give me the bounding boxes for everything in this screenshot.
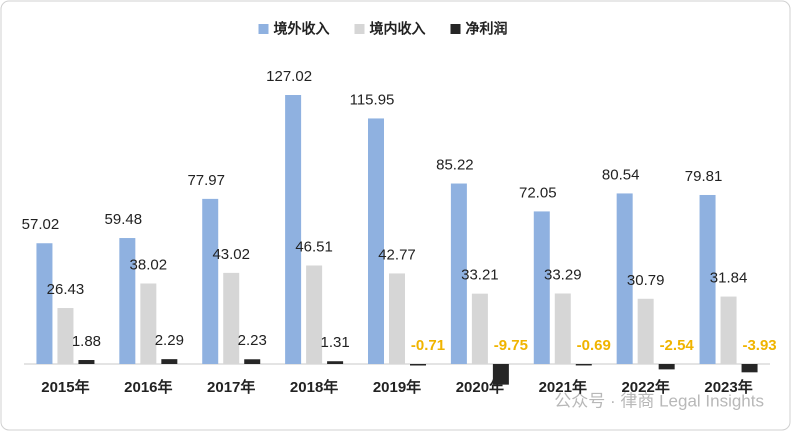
bar bbox=[161, 359, 178, 364]
data-label: 26.43 bbox=[47, 281, 85, 298]
data-label: 30.79 bbox=[627, 272, 665, 289]
data-label: 31.84 bbox=[710, 270, 748, 287]
bar bbox=[450, 183, 467, 364]
data-label: 43.02 bbox=[212, 246, 250, 263]
x-tick-label: 2022年 bbox=[621, 378, 669, 396]
data-label: -9.75 bbox=[494, 337, 528, 354]
x-tick-label: 2015年 bbox=[41, 378, 89, 396]
data-label: 57.02 bbox=[22, 216, 60, 233]
data-label: 85.22 bbox=[436, 156, 474, 173]
bar bbox=[533, 211, 550, 364]
data-label: -2.54 bbox=[660, 337, 695, 354]
data-label: 80.54 bbox=[602, 166, 640, 183]
data-label: 33.21 bbox=[461, 267, 499, 284]
data-label: 42.77 bbox=[378, 246, 416, 263]
bar bbox=[244, 359, 261, 364]
data-label: 46.51 bbox=[295, 238, 333, 255]
data-label: -0.71 bbox=[411, 337, 445, 354]
legend-label: 境外收入 bbox=[274, 21, 330, 37]
bar bbox=[492, 364, 509, 385]
x-tick-label: 2018年 bbox=[290, 378, 338, 396]
x-tick-label: 2023年 bbox=[704, 378, 752, 396]
bar bbox=[554, 293, 571, 364]
watermark: 公众号 · 律商 Legal Insights bbox=[554, 391, 764, 410]
bar bbox=[389, 273, 405, 364]
bar bbox=[327, 361, 344, 364]
bar bbox=[78, 360, 95, 364]
data-label: 2.23 bbox=[238, 332, 267, 349]
data-label: 77.97 bbox=[187, 172, 225, 189]
bar bbox=[202, 198, 219, 364]
data-label: 2.29 bbox=[155, 332, 184, 349]
x-tick-label: 2016年 bbox=[124, 378, 172, 396]
legend-label: 境内收入 bbox=[370, 21, 426, 37]
bar bbox=[658, 364, 675, 370]
bar bbox=[368, 118, 384, 364]
bar bbox=[285, 95, 302, 364]
bar bbox=[699, 194, 716, 364]
legend-swatch bbox=[450, 24, 461, 34]
x-tick-label: 2017年 bbox=[207, 378, 255, 396]
bar bbox=[637, 298, 654, 364]
bar bbox=[616, 193, 633, 364]
data-label: 127.02 bbox=[266, 68, 312, 85]
data-label: -0.69 bbox=[577, 337, 611, 354]
data-label: 1.31 bbox=[321, 334, 350, 351]
bar bbox=[575, 364, 592, 366]
data-label: 72.05 bbox=[519, 184, 557, 201]
bar bbox=[471, 293, 488, 364]
data-label: 1.88 bbox=[72, 333, 101, 350]
data-label: 33.29 bbox=[544, 266, 582, 283]
data-label: 38.02 bbox=[130, 256, 168, 273]
x-tick-label: 2019年 bbox=[373, 378, 421, 396]
bar bbox=[741, 364, 758, 373]
x-tick-label: 2021年 bbox=[539, 378, 587, 396]
data-label: 79.81 bbox=[685, 168, 723, 185]
legend-swatch bbox=[354, 24, 365, 34]
data-label: 59.48 bbox=[105, 211, 143, 228]
bar bbox=[720, 296, 737, 364]
data-label: 115.95 bbox=[350, 91, 395, 108]
bar bbox=[119, 238, 136, 364]
bar bbox=[410, 364, 426, 366]
bar bbox=[223, 272, 240, 364]
x-tick-label: 2020年 bbox=[456, 378, 504, 396]
bar bbox=[36, 243, 53, 364]
bar bbox=[57, 308, 74, 364]
legend-swatch bbox=[258, 24, 269, 34]
bar bbox=[306, 265, 323, 364]
data-label: -3.93 bbox=[742, 337, 776, 354]
legend-label: 净利润 bbox=[466, 21, 508, 37]
bar bbox=[140, 283, 157, 364]
